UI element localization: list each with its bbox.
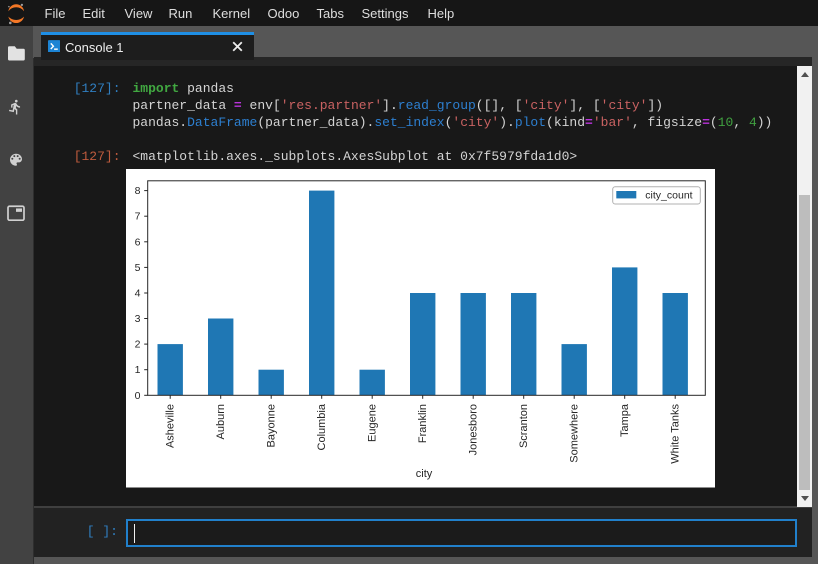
svg-text:0: 0 bbox=[134, 390, 140, 402]
svg-text:Somewhere: Somewhere bbox=[568, 404, 580, 463]
svg-text:Tampa: Tampa bbox=[619, 403, 631, 437]
svg-text:Auburn: Auburn bbox=[215, 404, 227, 439]
svg-text:7: 7 bbox=[134, 211, 140, 223]
svg-text:Bayonne: Bayonne bbox=[265, 404, 277, 447]
svg-text:6: 6 bbox=[134, 236, 140, 248]
svg-text:8: 8 bbox=[134, 185, 140, 197]
svg-text:Jonesboro: Jonesboro bbox=[467, 404, 479, 455]
svg-text:city_count: city_count bbox=[645, 189, 692, 201]
svg-text:Eugene: Eugene bbox=[366, 404, 378, 442]
svg-text:Scranton: Scranton bbox=[518, 404, 530, 448]
svg-text:Asheville: Asheville bbox=[164, 404, 176, 448]
svg-text:Franklin: Franklin bbox=[417, 404, 429, 443]
svg-text:4: 4 bbox=[134, 288, 140, 300]
svg-text:5: 5 bbox=[134, 262, 140, 274]
svg-text:city: city bbox=[415, 468, 432, 480]
svg-text:3: 3 bbox=[134, 313, 140, 325]
svg-text:2: 2 bbox=[134, 339, 140, 351]
svg-text:White Tanks: White Tanks bbox=[669, 404, 681, 464]
svg-text:Columbia: Columbia bbox=[316, 403, 328, 450]
svg-text:1: 1 bbox=[134, 364, 140, 376]
